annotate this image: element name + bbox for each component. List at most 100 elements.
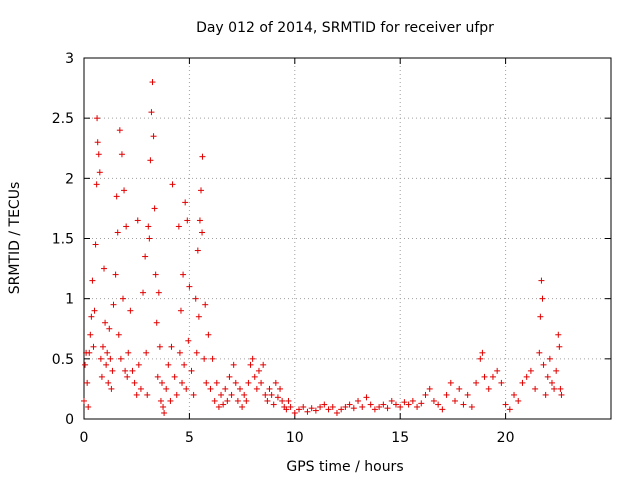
- data-point: [117, 355, 124, 362]
- data-point: [118, 151, 125, 158]
- data-point: [123, 223, 130, 230]
- data-point: [125, 349, 132, 356]
- data-point: [224, 397, 231, 404]
- data-point: [218, 391, 225, 398]
- data-point: [171, 373, 178, 380]
- data-point: [502, 401, 509, 408]
- data-point: [149, 79, 156, 86]
- data-point: [94, 115, 101, 122]
- data-point: [283, 406, 290, 413]
- data-point: [116, 127, 123, 134]
- data-point: [274, 394, 281, 401]
- data-point: [380, 401, 387, 408]
- data-point: [422, 391, 429, 398]
- data-point: [144, 391, 151, 398]
- data-point: [202, 301, 209, 308]
- data-point: [232, 379, 239, 386]
- x-tick-label: 10: [286, 430, 304, 446]
- data-point: [199, 153, 206, 160]
- data-point: [304, 408, 311, 415]
- data-point: [88, 313, 95, 320]
- data-point: [134, 217, 141, 224]
- data-point: [439, 406, 446, 413]
- data-point: [333, 409, 340, 416]
- data-point: [392, 401, 399, 408]
- data-point: [342, 403, 349, 410]
- data-point: [140, 289, 147, 296]
- y-tick-label: 2: [65, 171, 74, 187]
- data-point: [498, 379, 505, 386]
- data-point: [169, 181, 176, 188]
- data-point: [85, 403, 92, 410]
- data-point: [537, 313, 544, 320]
- data-point: [213, 379, 220, 386]
- data-point: [262, 391, 269, 398]
- data-point: [296, 406, 303, 413]
- data-point: [397, 403, 404, 410]
- data-point: [97, 355, 104, 362]
- data-point: [527, 367, 534, 374]
- data-point: [241, 391, 248, 398]
- data-point: [532, 385, 539, 392]
- data-point: [312, 407, 319, 414]
- data-point: [145, 223, 152, 230]
- data-point: [363, 394, 370, 401]
- data-point: [101, 265, 108, 272]
- data-point: [95, 151, 102, 158]
- data-point: [137, 385, 144, 392]
- data-point: [371, 406, 378, 413]
- data-point: [186, 283, 193, 290]
- data-point: [82, 361, 89, 368]
- data-point: [287, 403, 294, 410]
- data-point: [220, 401, 227, 408]
- data-point: [506, 406, 513, 413]
- data-point: [468, 403, 475, 410]
- data-point: [87, 331, 94, 338]
- data-point: [291, 409, 298, 416]
- data-point: [122, 367, 129, 374]
- data-point: [207, 385, 214, 392]
- x-tick-label: 20: [497, 430, 515, 446]
- data-point: [209, 355, 216, 362]
- data-point: [146, 235, 153, 242]
- data-point: [112, 271, 119, 278]
- data-point: [430, 397, 437, 404]
- data-point: [94, 139, 101, 146]
- data-point: [163, 385, 170, 392]
- data-point: [270, 401, 277, 408]
- data-point: [106, 325, 113, 332]
- data-point: [477, 355, 484, 362]
- data-point: [272, 379, 279, 386]
- data-point: [103, 361, 110, 368]
- data-point: [147, 157, 154, 164]
- data-point: [173, 391, 180, 398]
- data-point: [266, 385, 273, 392]
- data-point: [540, 361, 547, 368]
- data-point: [160, 403, 167, 410]
- data-point: [102, 319, 109, 326]
- data-point: [546, 355, 553, 362]
- data-point: [515, 397, 522, 404]
- data-point: [201, 355, 208, 362]
- data-point: [536, 349, 543, 356]
- data-point: [367, 401, 374, 408]
- data-point: [205, 331, 212, 338]
- data-point: [155, 289, 162, 296]
- data-point: [176, 349, 183, 356]
- data-point: [96, 169, 103, 176]
- y-tick-label: 0: [65, 412, 74, 428]
- x-tick-label: 0: [80, 430, 89, 446]
- data-point: [452, 397, 459, 404]
- data-point: [551, 385, 558, 392]
- data-point: [542, 391, 549, 398]
- data-point: [511, 391, 518, 398]
- data-point: [158, 379, 165, 386]
- data-point: [99, 343, 106, 350]
- y-tick-label: 1.5: [52, 232, 74, 248]
- data-point: [556, 343, 563, 350]
- data-point: [346, 401, 353, 408]
- data-point: [133, 391, 140, 398]
- data-point: [203, 379, 210, 386]
- data-point: [110, 301, 117, 308]
- data-point: [86, 349, 93, 356]
